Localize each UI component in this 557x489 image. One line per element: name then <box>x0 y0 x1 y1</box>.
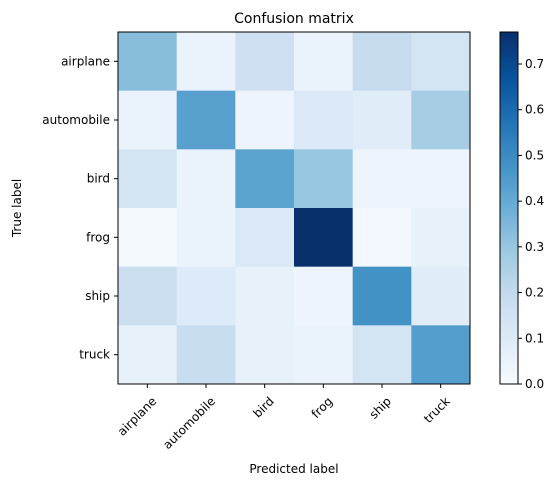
x-tick-label-bird: bird <box>250 394 276 420</box>
heatmap-cell-truck-frog <box>294 325 354 385</box>
heatmap-cell-airplane-airplane <box>118 32 178 92</box>
x-tick-label-ship: ship <box>367 394 394 421</box>
heatmap-cell-bird-frog <box>294 149 354 209</box>
heatmap-cell-truck-bird <box>235 325 295 385</box>
heatmap-cell-bird-automobile <box>176 149 236 209</box>
colorbar: 0.0 0.1 0.2 0.3 0.4 0.5 0.6 0.7 <box>499 31 544 391</box>
heatmap-cell-automobile-ship <box>352 90 412 150</box>
colorbar-tick-label-2: 0.2 <box>525 286 544 300</box>
heatmap-cell-bird-truck <box>411 149 471 209</box>
x-tick-label-frog: frog <box>309 394 336 421</box>
colorbar-tick-label-7: 0.7 <box>525 57 544 71</box>
heatmap-cells <box>118 32 471 385</box>
heatmap-cell-airplane-truck <box>411 32 471 92</box>
heatmap-cell-ship-truck <box>411 266 471 326</box>
heatmap-cell-truck-ship <box>352 325 412 385</box>
chart-title: Confusion matrix <box>234 11 354 27</box>
heatmap-cell-frog-ship <box>352 208 412 268</box>
heatmap-cell-frog-truck <box>411 208 471 268</box>
heatmap-cell-airplane-frog <box>294 32 354 92</box>
x-axis-label: Predicted label <box>249 462 338 476</box>
heatmap-cell-airplane-ship <box>352 32 412 92</box>
heatmap-cell-truck-automobile <box>176 325 236 385</box>
heatmap-cell-automobile-airplane <box>118 90 178 150</box>
heatmap-cell-bird-ship <box>352 149 412 209</box>
heatmap-cell-automobile-bird <box>235 90 295 150</box>
heatmap-cell-ship-bird <box>235 266 295 326</box>
x-tick-label-truck: truck <box>421 394 453 426</box>
y-axis-label: True label <box>10 179 24 238</box>
heatmap-cell-frog-airplane <box>118 208 178 268</box>
y-tick-label-automobile: automobile <box>42 113 110 127</box>
colorbar-tick-label-6: 0.6 <box>525 103 544 117</box>
x-axis: airplane automobile bird frog ship truck <box>115 384 453 452</box>
x-tick-label-automobile: automobile <box>160 394 218 452</box>
heatmap-cell-bird-airplane <box>118 149 178 209</box>
heatmap-cell-ship-automobile <box>176 266 236 326</box>
y-axis: airplane automobile bird frog ship truck <box>42 54 118 362</box>
heatmap-cell-bird-bird <box>235 149 295 209</box>
heatmap-cell-automobile-truck <box>411 90 471 150</box>
y-tick-label-truck: truck <box>79 348 110 362</box>
heatmap-cell-ship-airplane <box>118 266 178 326</box>
y-tick-label-frog: frog <box>86 230 110 244</box>
heatmap-cell-truck-truck <box>411 325 471 385</box>
y-tick-label-bird: bird <box>87 172 110 186</box>
heatmap-cell-automobile-automobile <box>176 90 236 150</box>
heatmap-cell-airplane-bird <box>235 32 295 92</box>
colorbar-gradient <box>500 32 518 384</box>
colorbar-ticks: 0.0 0.1 0.2 0.3 0.4 0.5 0.6 0.7 <box>518 57 544 391</box>
heatmap-cell-airplane-automobile <box>176 32 236 92</box>
y-tick-label-airplane: airplane <box>61 54 110 68</box>
y-tick-label-ship: ship <box>85 289 110 303</box>
heatmap-cell-ship-ship <box>352 266 412 326</box>
x-tick-label-airplane: airplane <box>115 394 159 438</box>
colorbar-tick-label-5: 0.5 <box>525 148 544 162</box>
colorbar-frame <box>499 31 519 385</box>
heatmap-cell-frog-automobile <box>176 208 236 268</box>
colorbar-tick-label-4: 0.4 <box>525 194 544 208</box>
heatmap-frame <box>117 31 471 385</box>
heatmap-cell-frog-frog <box>294 208 354 268</box>
heatmap-cell-automobile-frog <box>294 90 354 150</box>
heatmap-cell-truck-airplane <box>118 325 178 385</box>
colorbar-tick-label-3: 0.3 <box>525 240 544 254</box>
colorbar-tick-label-0: 0.0 <box>525 377 544 391</box>
heatmap-cell-frog-bird <box>235 208 295 268</box>
heatmap-cell-ship-frog <box>294 266 354 326</box>
colorbar-tick-label-1: 0.1 <box>525 331 544 345</box>
